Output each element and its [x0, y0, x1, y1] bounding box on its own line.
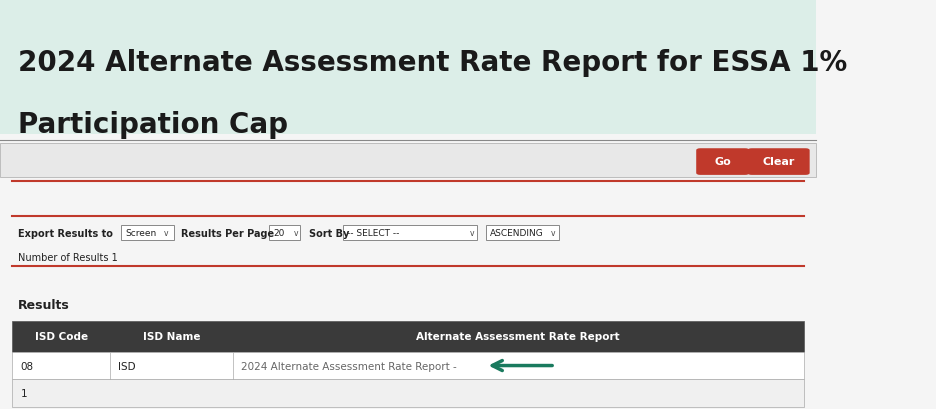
Text: -- SELECT --: -- SELECT --	[347, 229, 400, 238]
Text: 20: 20	[273, 229, 285, 238]
Text: v: v	[294, 229, 299, 238]
Text: ISD: ISD	[118, 361, 136, 371]
Text: 1: 1	[21, 389, 27, 398]
FancyBboxPatch shape	[486, 225, 559, 241]
Text: ISD Name: ISD Name	[142, 331, 200, 342]
FancyBboxPatch shape	[0, 143, 816, 178]
Text: ASCENDING: ASCENDING	[490, 229, 544, 238]
FancyBboxPatch shape	[696, 149, 749, 175]
Text: Export Results to: Export Results to	[18, 228, 113, 238]
Text: v: v	[551, 229, 556, 238]
Text: Sort By: Sort By	[309, 228, 349, 238]
Text: Alternate Assessment Rate Report: Alternate Assessment Rate Report	[417, 331, 620, 342]
Text: Results: Results	[18, 299, 69, 312]
Text: 2024 Alternate Assessment Rate Report for ESSA 1%: 2024 Alternate Assessment Rate Report fo…	[18, 49, 847, 77]
Text: 2024 Alternate Assessment Rate Report -: 2024 Alternate Assessment Rate Report -	[241, 361, 457, 371]
Text: Results Per Page: Results Per Page	[182, 228, 274, 238]
Text: Go: Go	[714, 157, 731, 167]
Text: 08: 08	[21, 361, 34, 371]
Text: Screen: Screen	[124, 229, 156, 238]
Text: v: v	[470, 229, 474, 238]
Text: Number of Results 1: Number of Results 1	[18, 253, 118, 263]
FancyBboxPatch shape	[343, 225, 477, 241]
Text: ISD Code: ISD Code	[35, 331, 88, 342]
Text: Participation Cap: Participation Cap	[18, 110, 288, 138]
Text: Clear: Clear	[763, 157, 795, 167]
FancyBboxPatch shape	[748, 149, 810, 175]
FancyBboxPatch shape	[12, 352, 804, 380]
FancyBboxPatch shape	[0, 0, 816, 135]
FancyBboxPatch shape	[270, 225, 300, 241]
Text: v: v	[164, 229, 168, 238]
FancyBboxPatch shape	[121, 225, 174, 241]
FancyBboxPatch shape	[12, 321, 804, 352]
FancyBboxPatch shape	[12, 380, 804, 407]
